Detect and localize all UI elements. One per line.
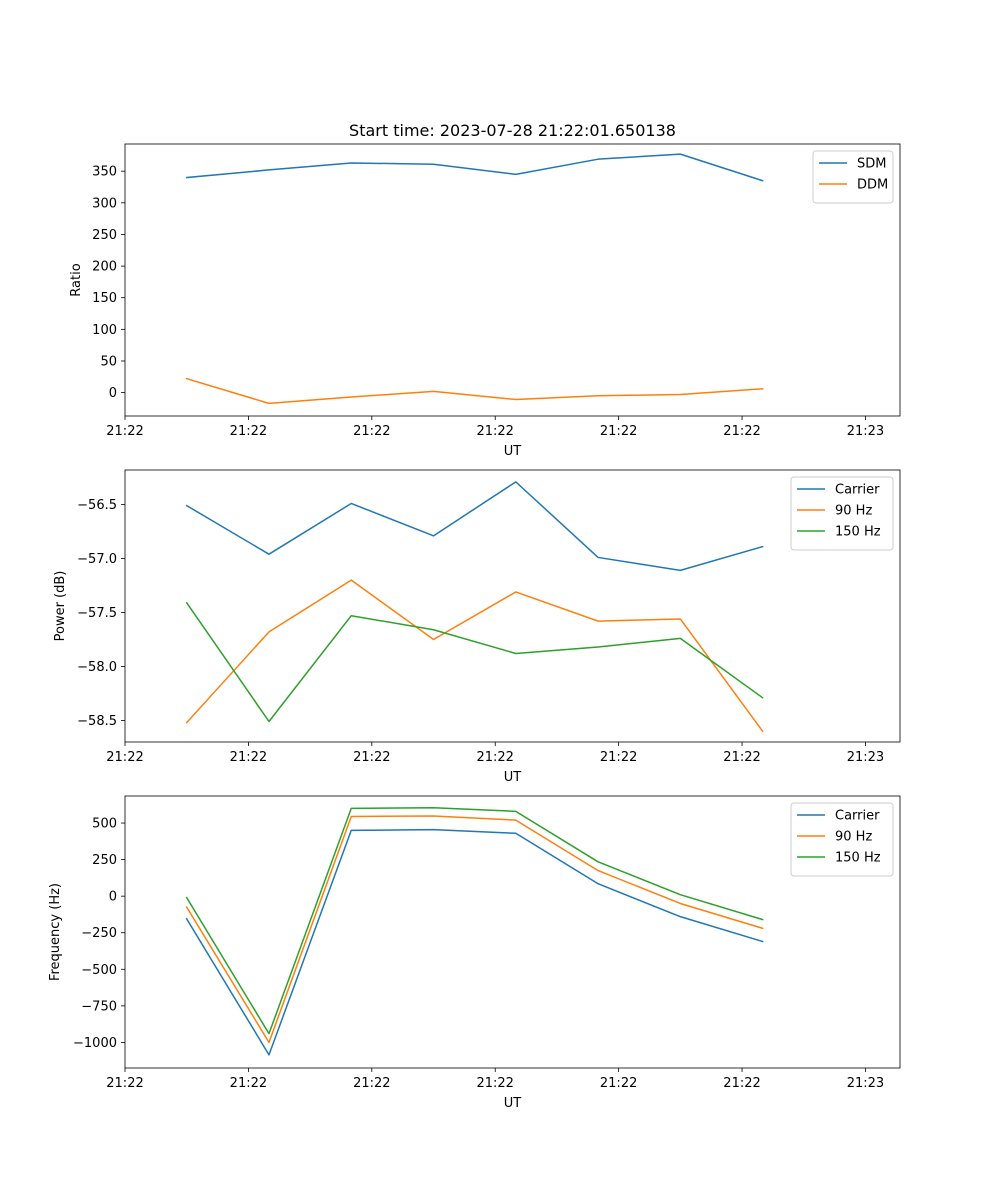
chart-panel-1: 21:22 21:22 21:22 21:22 21:22 21:22 21:23 0 50 10… — [69, 143, 901, 459]
x-tick-label: 21:22 — [230, 1076, 267, 1091]
x-axis-label: UT — [504, 770, 522, 785]
series-line-carrier — [185, 481, 764, 572]
x-tick-label: 21:22 — [723, 750, 760, 765]
series-line-150-hz — [185, 806, 764, 1035]
legend-label: 150 Hz — [835, 851, 881, 866]
y-tick-label: −58.5 — [77, 714, 117, 729]
x-tick-label: 21:23 — [847, 424, 884, 439]
y-tick-label: 500 — [92, 817, 117, 832]
chart-panel-3: 21:22 21:22 21:22 21:22 21:22 21:22 21:23 −1000… — [48, 795, 901, 1111]
y-tick-label: 350 — [92, 165, 117, 180]
y-tick-label: −56.5 — [77, 498, 117, 513]
axes-frame — [124, 795, 901, 1069]
legend: Carrier 90 Hz 150 Hz — [790, 476, 894, 551]
legend-label: 150 Hz — [835, 525, 881, 540]
series-line-90-hz — [185, 815, 764, 1044]
legend-label: Carrier — [835, 483, 880, 498]
y-axis-label: Power (dB) — [53, 571, 68, 642]
y-tick-label: −58.0 — [77, 660, 117, 675]
y-tick-label: 200 — [92, 260, 117, 275]
y-axis-label: Frequency (Hz) — [48, 883, 63, 981]
x-tick-label: 21:22 — [353, 424, 390, 439]
y-tick-label: 250 — [92, 228, 117, 243]
series-line-carrier — [185, 828, 764, 1056]
y-tick-label: 100 — [92, 323, 117, 338]
y-tick-label: −250 — [81, 926, 117, 941]
legend-box — [812, 150, 894, 204]
y-tick-label: 250 — [92, 853, 117, 868]
y-tick-label: 300 — [92, 196, 117, 211]
x-tick-label: 21:22 — [600, 1076, 637, 1091]
series-line-sdm — [185, 153, 764, 182]
legend-label: 90 Hz — [835, 830, 872, 845]
legend: SDM DDM — [812, 150, 894, 204]
series-line-90-hz — [185, 579, 764, 733]
x-tick-label: 21:22 — [723, 424, 760, 439]
y-axis-label: Ratio — [69, 263, 84, 296]
chart-panel-2: 21:22 21:22 21:22 21:22 21:22 21:22 21:23 −58.5… — [53, 469, 901, 785]
series-line-150-hz — [185, 601, 764, 723]
y-tick-label: −750 — [81, 999, 117, 1014]
axes-frame — [124, 469, 901, 743]
x-tick-label: 21:22 — [353, 750, 390, 765]
figure-title: Start time: 2023-07-28 21:22:01.650138 — [349, 121, 676, 140]
x-tick-label: 21:22 — [106, 750, 143, 765]
y-tick-label: −57.5 — [77, 606, 117, 621]
x-tick-label: 21:22 — [723, 1076, 760, 1091]
legend-label: 90 Hz — [835, 504, 872, 519]
series-line-ddm — [185, 377, 764, 405]
x-tick-label: 21:22 — [230, 750, 267, 765]
x-tick-label: 21:22 — [476, 424, 513, 439]
x-tick-label: 21:23 — [847, 750, 884, 765]
legend-label: Carrier — [835, 809, 880, 824]
x-axis-label: UT — [504, 1096, 522, 1111]
y-tick-label: −500 — [81, 963, 117, 978]
legend-label: DDM — [857, 178, 888, 193]
y-tick-label: 150 — [92, 291, 117, 306]
x-tick-label: 21:22 — [230, 424, 267, 439]
legend: Carrier 90 Hz 150 Hz — [790, 802, 894, 877]
x-tick-label: 21:22 — [600, 424, 637, 439]
legend-label: SDM — [857, 157, 886, 172]
x-tick-label: 21:22 — [106, 424, 143, 439]
x-tick-label: 21:22 — [476, 1076, 513, 1091]
x-tick-label: 21:23 — [847, 1076, 884, 1091]
x-tick-label: 21:22 — [353, 1076, 390, 1091]
x-tick-label: 21:22 — [476, 750, 513, 765]
x-tick-label: 21:22 — [106, 1076, 143, 1091]
y-tick-label: 50 — [100, 354, 117, 369]
x-axis-label: UT — [504, 444, 522, 459]
x-tick-label: 21:22 — [600, 750, 637, 765]
y-tick-label: 0 — [109, 386, 117, 401]
axes-frame — [124, 143, 901, 417]
y-tick-label: −57.0 — [77, 552, 117, 567]
y-tick-label: 0 — [109, 890, 117, 905]
y-tick-label: −1000 — [73, 1036, 117, 1051]
